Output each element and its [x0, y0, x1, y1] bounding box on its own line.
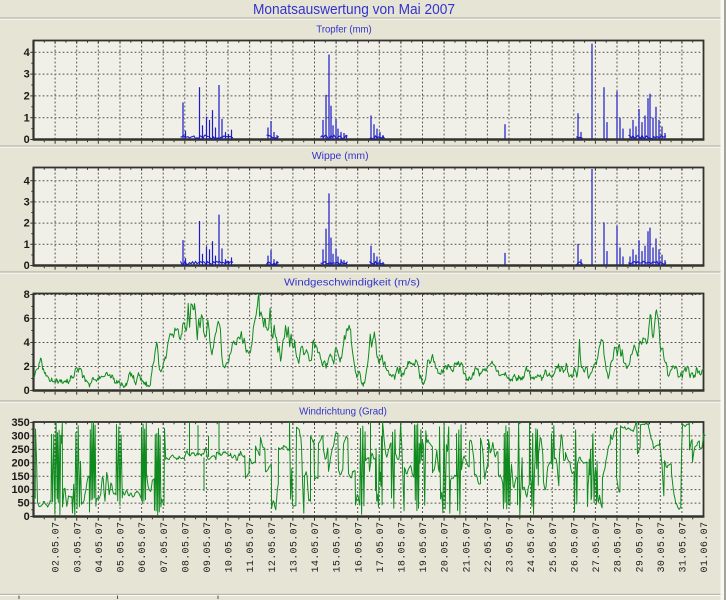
svg-text:07.05.07: 07.05.07	[160, 522, 171, 573]
svg-text:01.06.07: 01.06.07	[700, 522, 711, 573]
svg-text:Windrichtung (Grad): Windrichtung (Grad)	[299, 407, 387, 418]
svg-text:0: 0	[24, 385, 30, 397]
svg-text:Tropfer (mm): Tropfer (mm)	[316, 25, 371, 36]
svg-text:Wippe (mm): Wippe (mm)	[312, 151, 369, 162]
svg-text:16.05.07: 16.05.07	[354, 522, 365, 573]
svg-text:11.05.07: 11.05.07	[246, 522, 257, 573]
svg-text:0: 0	[24, 134, 30, 146]
svg-text:50: 50	[18, 498, 30, 510]
svg-text:15.05.07: 15.05.07	[333, 522, 344, 573]
svg-text:17.05.07: 17.05.07	[376, 522, 387, 573]
svg-text:26.05.07: 26.05.07	[570, 522, 581, 573]
svg-text:09.05.07: 09.05.07	[203, 522, 214, 573]
svg-text:10.05.07: 10.05.07	[225, 522, 236, 573]
svg-text:29.05.07: 29.05.07	[635, 522, 646, 573]
svg-text:2: 2	[24, 91, 30, 103]
svg-text:31.05.07: 31.05.07	[679, 522, 690, 573]
svg-text:03.05.07: 03.05.07	[73, 522, 84, 573]
svg-text:100: 100	[11, 484, 29, 496]
svg-text:4: 4	[24, 47, 31, 59]
svg-text:05.05.07: 05.05.07	[117, 522, 128, 573]
svg-text:150: 150	[11, 471, 29, 483]
svg-text:06.05.07: 06.05.07	[138, 522, 149, 573]
svg-text:2: 2	[24, 361, 30, 373]
svg-text:8: 8	[24, 289, 30, 301]
svg-text:14.05.07: 14.05.07	[311, 522, 322, 573]
svg-text:0: 0	[24, 511, 30, 523]
svg-text:300: 300	[11, 431, 29, 443]
svg-text:20.05.07: 20.05.07	[441, 522, 452, 573]
svg-text:19.05.07: 19.05.07	[419, 522, 430, 573]
svg-text:6: 6	[24, 313, 30, 325]
svg-text:08.05.07: 08.05.07	[181, 522, 192, 573]
svg-text:200: 200	[11, 457, 29, 469]
svg-text:4: 4	[24, 337, 31, 349]
svg-text:2: 2	[24, 218, 30, 230]
svg-text:24.05.07: 24.05.07	[527, 522, 538, 573]
svg-text:28.05.07: 28.05.07	[614, 522, 625, 573]
svg-text:04.05.07: 04.05.07	[95, 522, 106, 573]
svg-text:1: 1	[24, 112, 30, 124]
svg-text:1: 1	[24, 239, 30, 251]
svg-text:3: 3	[24, 197, 30, 209]
svg-text:30.05.07: 30.05.07	[657, 522, 668, 573]
svg-text:22.05.07: 22.05.07	[484, 522, 495, 573]
svg-text:02.05.07: 02.05.07	[52, 522, 63, 573]
svg-text:350: 350	[11, 417, 29, 429]
svg-text:0: 0	[24, 260, 30, 272]
svg-text:Monatsauswertung von Mai 2007: Monatsauswertung von Mai 2007	[253, 2, 455, 18]
svg-text:25.05.07: 25.05.07	[549, 522, 560, 573]
svg-text:12.05.07: 12.05.07	[268, 522, 279, 573]
svg-text:3: 3	[24, 69, 30, 81]
svg-text:13.05.07: 13.05.07	[290, 522, 301, 573]
svg-text:27.05.07: 27.05.07	[592, 522, 603, 573]
svg-text:4: 4	[24, 175, 31, 187]
svg-text:23.05.07: 23.05.07	[506, 522, 517, 573]
svg-text:18.05.07: 18.05.07	[398, 522, 409, 573]
svg-text:21.05.07: 21.05.07	[462, 522, 473, 573]
svg-text:250: 250	[11, 444, 29, 456]
svg-text:Windgeschwindigkeit (m/s): Windgeschwindigkeit (m/s)	[284, 278, 420, 289]
